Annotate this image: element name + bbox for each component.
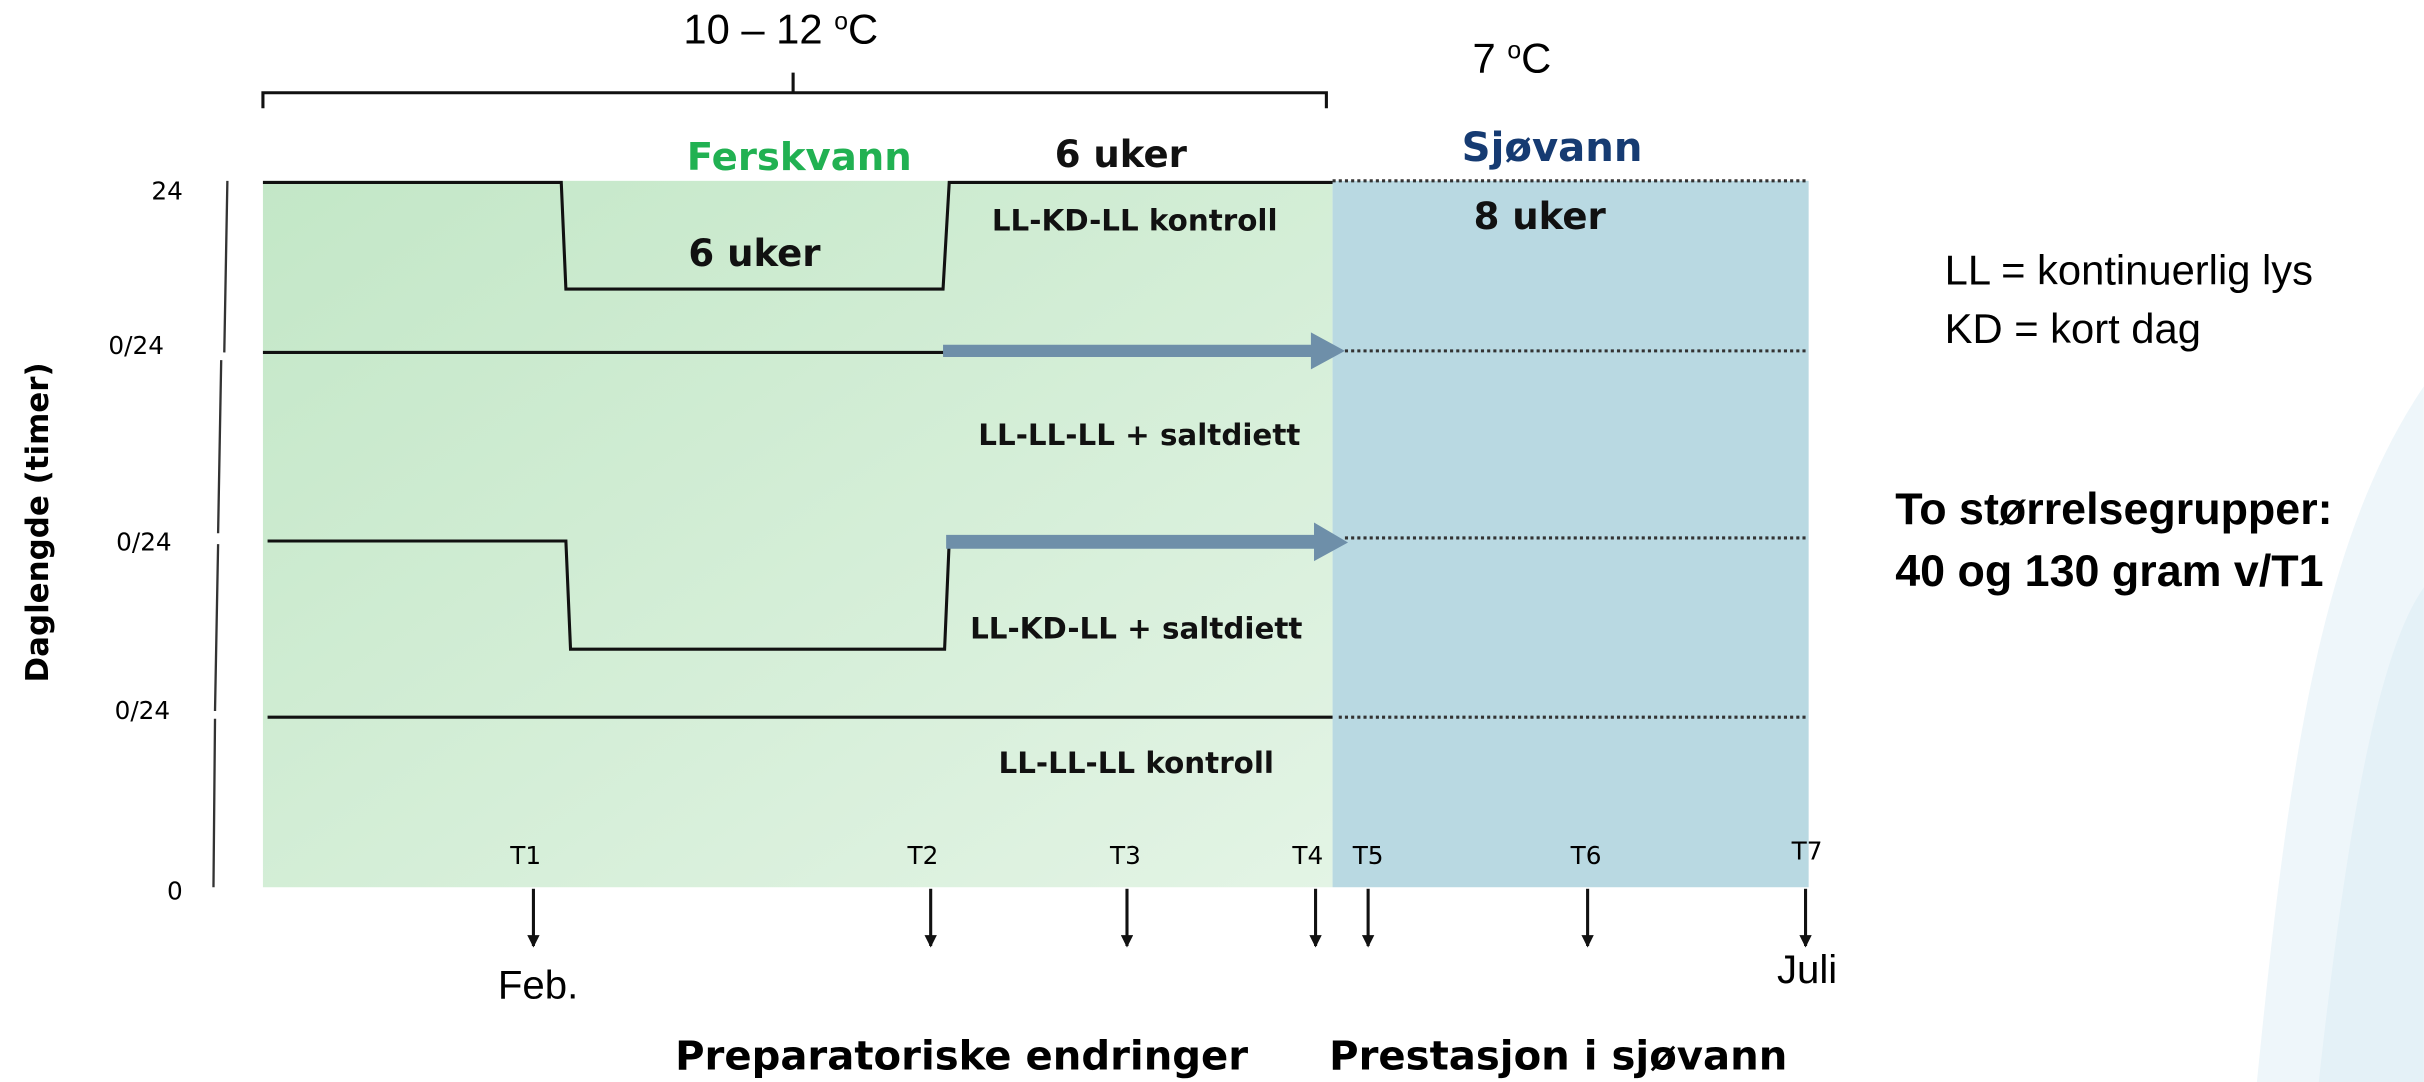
sampling-point-label: T1 <box>509 841 541 870</box>
transfer-arrow <box>946 522 1349 562</box>
light-regime-line <box>262 180 1333 291</box>
y-label: 0/24 <box>115 696 171 725</box>
phase-duration: 6 uker <box>1055 133 1188 176</box>
note: To størrelsegrupper: <box>1895 484 2332 534</box>
y-label: 24 <box>151 176 182 205</box>
sampling-points: T1 T2 T3 T4 T5 T6 T7 <box>509 836 1823 948</box>
temperature-seawater: 7 oC <box>1473 35 1552 82</box>
y-axis-title: Daglengde (timer) <box>20 362 56 682</box>
y-label: 0 <box>167 877 183 906</box>
y-label: 0/24 <box>116 527 172 556</box>
background-shape <box>2318 587 2424 1082</box>
legend-entry: KD = kort dag <box>1945 305 2201 352</box>
y-axis <box>212 180 229 888</box>
phase-label: Ferskvann <box>687 135 912 180</box>
stage-label: Prestasjon i sjøvann <box>1329 1034 1787 1080</box>
short-day-duration: 6 uker <box>688 232 821 275</box>
phase-duration: 8 uker <box>1474 195 1607 238</box>
temperature-freshwater: 10 – 12 oC <box>683 5 878 52</box>
bracket <box>261 72 1328 109</box>
stage-label: Preparatoriske endringer <box>675 1034 1248 1080</box>
note: 40 og 130 gram v/T1 <box>1895 546 2323 596</box>
sampling-point-label: T6 <box>1570 841 1602 870</box>
phase-label: Sjøvann <box>1462 125 1643 171</box>
group-label: LL-KD-LL kontroll <box>992 203 1278 237</box>
group-label: LL-LL-LL kontroll <box>999 746 1274 780</box>
seawater-area <box>1332 180 1809 888</box>
legend-entry: LL = kontinuerlig lys <box>1945 246 2313 293</box>
sampling-point-label: T4 <box>1291 841 1323 870</box>
sampling-point-label: T5 <box>1352 841 1384 870</box>
sampling-point-label: T2 <box>907 841 939 870</box>
transfer-arrow <box>943 332 1345 370</box>
sampling-point-label: T3 <box>1109 841 1141 870</box>
month-label: Feb. <box>498 963 578 1008</box>
month-label: Juli <box>1777 947 1837 992</box>
freshwater-area <box>262 180 1333 888</box>
light-regime-line <box>267 539 951 651</box>
sampling-point-label: T7 <box>1791 836 1823 865</box>
group-label: LL-KD-LL + saltdiett <box>970 611 1302 645</box>
y-label: 0/24 <box>108 331 164 360</box>
group-label: LL-LL-LL + saltdiett <box>978 418 1300 452</box>
